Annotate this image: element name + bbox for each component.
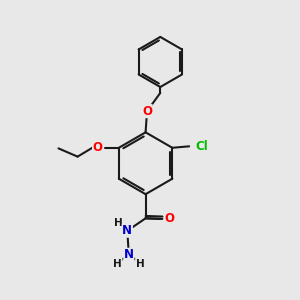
- Text: H: H: [136, 259, 144, 269]
- Text: O: O: [142, 105, 152, 118]
- Text: N: N: [124, 248, 134, 261]
- Text: O: O: [93, 141, 103, 154]
- Text: H: H: [113, 218, 122, 228]
- Text: H: H: [113, 259, 122, 269]
- Text: O: O: [165, 212, 175, 225]
- Text: N: N: [122, 224, 132, 237]
- Text: Cl: Cl: [195, 140, 208, 153]
